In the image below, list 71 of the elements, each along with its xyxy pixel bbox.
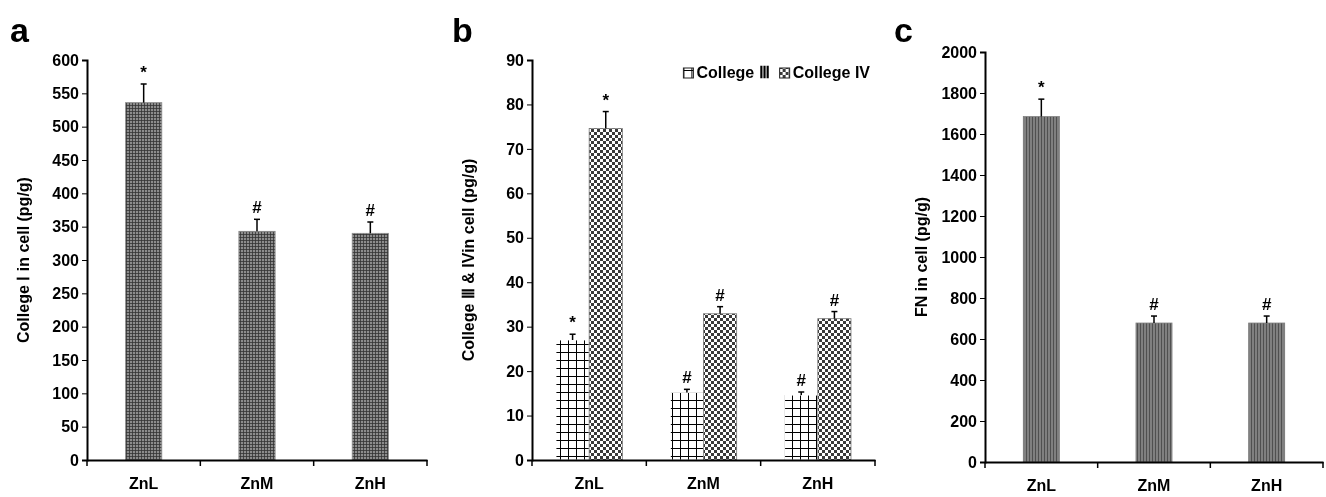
y-tick-label: 1200 xyxy=(941,207,978,225)
bar xyxy=(703,313,738,461)
chart-title: c xyxy=(894,11,913,49)
bar xyxy=(125,102,163,461)
annotation: # xyxy=(829,290,840,310)
y-tick-label: 80 xyxy=(506,96,525,114)
y-tick-label: 100 xyxy=(52,384,80,402)
y-tick-label: 450 xyxy=(52,151,80,169)
y-tick-label: 600 xyxy=(950,330,978,348)
y-axis-title: College Ⅲ & IVin cell (pg/g) xyxy=(460,158,477,362)
annotation: # xyxy=(252,198,263,218)
x-tick-label: ZnM xyxy=(240,474,274,492)
bar xyxy=(588,128,623,461)
legend-label: College Ⅲ xyxy=(696,64,770,81)
y-tick-label: 40 xyxy=(506,273,525,291)
y-tick-label: 200 xyxy=(52,318,80,336)
x-tick-label: ZnM xyxy=(687,474,720,492)
y-tick-label: 30 xyxy=(506,318,525,336)
legend-label: College IV xyxy=(792,64,871,81)
x-tick-label: ZnL xyxy=(1026,476,1057,494)
bar xyxy=(784,394,819,461)
annotation: # xyxy=(715,285,726,305)
y-tick-label: 0 xyxy=(968,453,978,471)
annotation: # xyxy=(796,371,807,390)
y-tick-label: 90 xyxy=(506,51,525,69)
x-tick-label: ZnL xyxy=(129,474,159,492)
chart-title: b xyxy=(452,11,473,49)
y-axis-title: College Ⅰ in cell (pg/g) xyxy=(15,177,32,343)
y-tick-label: 1400 xyxy=(941,166,978,184)
annotation: * xyxy=(1038,78,1046,98)
y-tick-label: 550 xyxy=(52,84,80,102)
x-tick-label: ZnH xyxy=(354,474,386,492)
y-tick-label: 10 xyxy=(506,407,525,425)
y-tick-label: 400 xyxy=(52,184,80,202)
y-tick-label: 400 xyxy=(950,371,978,389)
bar xyxy=(351,232,389,461)
y-tick-label: 0 xyxy=(515,451,525,469)
x-tick-label: ZnM xyxy=(1137,476,1171,494)
y-tick-label: 0 xyxy=(70,451,80,469)
annotation: # xyxy=(1261,295,1272,315)
bar xyxy=(817,318,852,461)
x-tick-label: ZnH xyxy=(1251,476,1283,494)
y-tick-label: 2000 xyxy=(941,43,978,61)
annotation: # xyxy=(682,368,693,388)
x-tick-label: ZnH xyxy=(802,474,834,492)
bar xyxy=(669,392,704,461)
chart-title: a xyxy=(10,11,30,49)
bar xyxy=(238,230,276,461)
y-tick-label: 20 xyxy=(506,362,525,380)
y-axis-title: FN in cell (pg/g) xyxy=(913,197,930,317)
y-tick-label: 1000 xyxy=(941,248,978,266)
y-tick-label: 600 xyxy=(52,51,80,69)
annotation: * xyxy=(140,63,148,82)
y-tick-label: 60 xyxy=(506,184,525,202)
y-tick-label: 1800 xyxy=(941,84,978,102)
y-tick-label: 350 xyxy=(52,218,80,236)
y-tick-label: 70 xyxy=(506,140,525,158)
y-tick-label: 800 xyxy=(950,289,978,307)
annotation: * xyxy=(569,313,577,333)
y-tick-label: 50 xyxy=(61,418,80,436)
annotation: * xyxy=(602,90,610,110)
y-tick-label: 500 xyxy=(52,118,80,136)
y-tick-label: 250 xyxy=(52,284,80,302)
y-tick-label: 200 xyxy=(950,412,978,430)
y-tick-label: 1600 xyxy=(941,125,978,143)
annotation: # xyxy=(1149,295,1160,315)
y-tick-label: 50 xyxy=(506,229,525,247)
y-tick-label: 300 xyxy=(52,251,80,269)
y-tick-label: 150 xyxy=(52,351,80,369)
annotation: # xyxy=(365,201,376,220)
x-tick-label: ZnL xyxy=(574,474,605,492)
